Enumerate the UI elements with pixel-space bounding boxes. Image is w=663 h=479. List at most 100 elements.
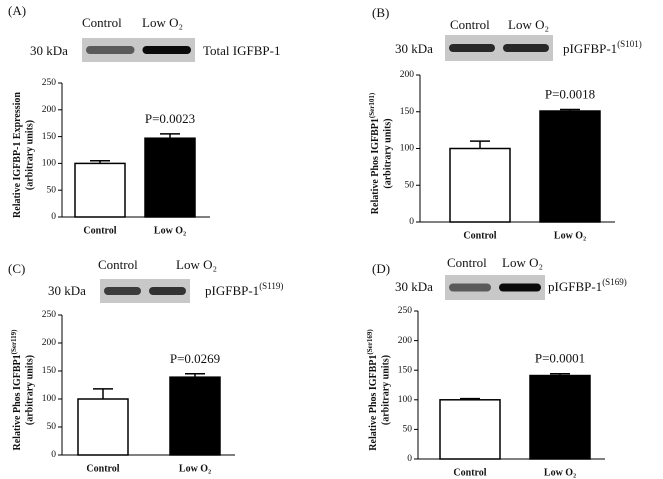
blot-lane-label: Low O₂ — [502, 255, 543, 270]
blot-marker: 30 kDa — [48, 283, 86, 298]
y-axis-title-text: Relative Phos IGFBP1 — [370, 118, 381, 214]
y-axis-subtitle: (arbitrary units) — [24, 355, 35, 425]
blot-label-superscript: (S101) — [617, 39, 642, 49]
y-tick-label: 250 — [42, 310, 57, 320]
blot-lane-label: Control — [450, 17, 490, 32]
blot-lane-label: Control — [447, 255, 487, 270]
blot-band — [503, 44, 549, 52]
x-tick-label: Low O₂ — [554, 230, 586, 241]
annotation: P=0.0018 — [545, 87, 595, 102]
blot-label-text: Total IGFBP-1 — [203, 43, 280, 58]
x-tick-label: Control — [463, 230, 496, 241]
y-tick-label: 100 — [42, 394, 57, 404]
y-axis-title-text: Relative IGFBP-1 Expression — [12, 92, 23, 218]
blot-lane-label: Control — [82, 15, 122, 30]
y-tick-label: 250 — [398, 306, 413, 316]
y-axis-title-text: Relative Phos IGFBP1 — [12, 354, 23, 450]
y-tick-label: 50 — [403, 425, 413, 435]
blot-marker: 30 kDa — [395, 279, 433, 294]
blot-label-text: pIGFBP-1 — [563, 41, 617, 56]
y-tick-label: 200 — [400, 70, 415, 80]
panel: (C) Control Low O₂ 30 kDa pIGFBP-1(S119) 0 50 1… — [8, 257, 283, 474]
y-tick-label: 0 — [51, 212, 56, 222]
bar — [77, 398, 129, 456]
y-axis-title: Relative Phos IGFBP1(Ser169) — [366, 329, 380, 451]
y-tick-label: 0 — [407, 454, 412, 464]
y-tick-label: 50 — [405, 180, 415, 190]
blot-band — [449, 44, 495, 52]
panel-label: (C) — [8, 261, 25, 276]
blot-band — [449, 283, 491, 292]
blot-lane-label: Low O₂ — [508, 17, 549, 32]
blot-band — [104, 287, 141, 295]
blot-band — [499, 283, 541, 292]
y-axis-label: Relative Phos IGFBP1(Ser169)(arbitrary u… — [366, 329, 392, 451]
y-axis-label: Relative Phos IGFBP1(Ser119)(arbitrary u… — [10, 329, 36, 451]
y-axis-title-text: Relative Phos IGFBP1 — [368, 355, 379, 451]
bar — [169, 376, 221, 456]
y-tick-label: 100 — [42, 159, 57, 169]
y-tick-label: 150 — [400, 107, 415, 117]
bar — [539, 110, 601, 223]
blot-band — [142, 46, 191, 54]
y-tick-label: 200 — [42, 338, 57, 348]
bar — [74, 162, 126, 218]
blot-label: Total IGFBP-1 — [203, 43, 280, 58]
y-axis-subtitle: (arbitrary units) — [382, 118, 393, 188]
y-tick-label: 100 — [398, 395, 413, 405]
y-axis-title-superscript: (Ser169) — [366, 329, 374, 355]
blot-label: pIGFBP-1(S169) — [548, 277, 627, 294]
blot-label: pIGFBP-1(S119) — [205, 281, 283, 298]
panel-label: (D) — [372, 261, 390, 276]
blot-band — [149, 287, 186, 295]
blot-label-text: pIGFBP-1 — [205, 283, 259, 298]
bar — [449, 147, 511, 223]
panel: (A) Control Low O₂ 30 kDa Total IGFBP-1 0 50 10… — [8, 3, 280, 236]
panel: (D) Control Low O₂ 30 kDa pIGFBP-1(S169) 0 50 1… — [366, 255, 627, 478]
y-tick-label: 100 — [400, 144, 415, 154]
bar — [529, 374, 591, 460]
y-axis-title: Relative IGFBP-1 Expression — [12, 92, 23, 218]
y-tick-label: 250 — [42, 78, 57, 88]
blot-marker: 30 kDa — [395, 41, 433, 56]
x-tick-label: Low O₂ — [544, 467, 576, 478]
x-tick-label: Control — [86, 463, 119, 474]
y-tick-label: 200 — [398, 336, 413, 346]
blot-label-superscript: (S169) — [602, 277, 627, 287]
panel-label: (B) — [372, 5, 389, 20]
bar — [144, 137, 196, 218]
y-tick-label: 200 — [42, 105, 57, 115]
bar — [439, 399, 501, 460]
y-axis-label: Relative Phos IGFBP1(Ser101)(arbitrary u… — [368, 92, 394, 214]
y-tick-label: 50 — [47, 422, 57, 432]
panel: (B) Control Low O₂ 30 kDa pIGFBP-1(S101) 0 50 1… — [368, 5, 642, 241]
x-tick-label: Low O₂ — [179, 463, 211, 474]
blot-band — [86, 46, 135, 54]
blot-lane-label: Low O₂ — [142, 15, 183, 30]
y-axis-title: Relative Phos IGFBP1(Ser119) — [10, 329, 24, 451]
x-tick-label: Control — [453, 467, 486, 478]
y-tick-label: 50 — [47, 185, 57, 195]
blot-lane-label: Control — [98, 257, 138, 272]
blot-label: pIGFBP-1(S101) — [563, 39, 642, 56]
y-axis-label: Relative IGFBP-1 Expression (arbitrary un… — [12, 92, 35, 218]
blot-marker: 30 kDa — [30, 43, 68, 58]
y-tick-label: 150 — [398, 365, 413, 375]
panel-label: (A) — [8, 3, 26, 18]
y-tick-label: 150 — [42, 366, 57, 376]
y-axis-title: Relative Phos IGFBP1(Ser101) — [368, 92, 382, 214]
blot-label-superscript: (S119) — [259, 281, 283, 291]
blot-lane-label: Low O₂ — [176, 257, 217, 272]
x-tick-label: Control — [83, 225, 116, 236]
y-axis-subtitle: (arbitrary units) — [24, 120, 35, 190]
y-axis-subtitle: (arbitrary units) — [380, 355, 391, 425]
annotation: P=0.0023 — [145, 111, 195, 126]
y-axis-title-superscript: (Ser101) — [368, 92, 376, 118]
y-tick-label: 150 — [42, 132, 57, 142]
x-tick-label: Low O₂ — [154, 225, 186, 236]
annotation: P=0.0269 — [170, 351, 220, 366]
y-axis-title-superscript: (Ser119) — [10, 329, 18, 355]
y-tick-label: 0 — [51, 450, 56, 460]
annotation: P=0.0001 — [535, 351, 585, 366]
